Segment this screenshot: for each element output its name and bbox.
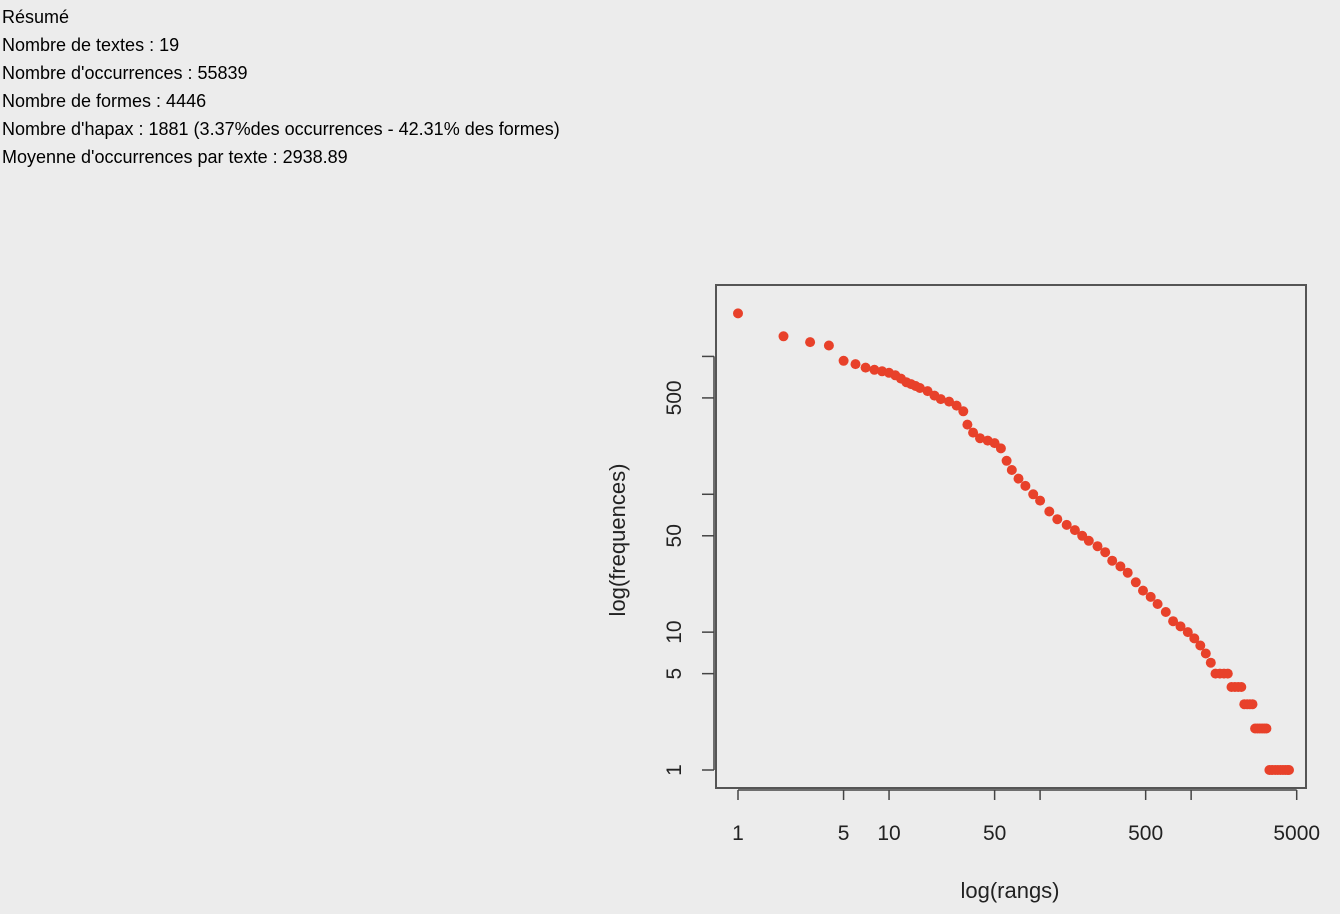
x-tick-label: 1	[732, 822, 744, 845]
data-point	[1247, 699, 1258, 710]
data-point	[1001, 455, 1012, 466]
summary-title: Résumé	[2, 7, 70, 27]
y-tick-label: 10	[663, 620, 686, 643]
data-point	[1205, 657, 1216, 668]
data-point	[1222, 668, 1233, 679]
data-point	[1020, 480, 1031, 491]
data-point	[1168, 616, 1179, 627]
data-point	[958, 406, 969, 417]
data-point	[1138, 585, 1148, 596]
data-point	[1284, 765, 1294, 775]
data-point	[962, 419, 973, 430]
data-point	[1083, 535, 1094, 546]
data-point	[1152, 599, 1163, 609]
data-point	[1130, 577, 1141, 588]
summary-line-moyenne: Moyenne d'occurrences par texte : 2938.8…	[2, 147, 348, 167]
data-point	[1107, 555, 1118, 566]
y-axis: 1 5 10 50 500	[663, 355, 715, 776]
data-point	[1100, 547, 1111, 558]
data-point	[1013, 473, 1024, 484]
data-point	[944, 396, 955, 407]
data-point	[805, 337, 816, 348]
data-points	[733, 308, 1294, 775]
data-point	[860, 362, 871, 373]
data-point	[1145, 591, 1156, 602]
summary-line-texts: Nombre de textes : 19	[2, 35, 180, 55]
x-tick-label: 10	[877, 822, 900, 845]
y-tick-label: 50	[663, 524, 686, 547]
data-point	[1160, 607, 1171, 617]
summary-panel: Résumé Nombre de textes : 19 Nombre d'oc…	[2, 3, 560, 171]
y-axis-label: log(frequences)	[605, 464, 630, 617]
data-point	[778, 331, 789, 342]
summary-line-occurrences: Nombre d'occurrences : 55839	[2, 63, 248, 83]
data-point	[1236, 682, 1247, 692]
x-tick-label: 5000	[1273, 822, 1320, 845]
x-axis-label: log(rangs)	[960, 878, 1059, 903]
data-point	[838, 355, 849, 366]
y-tick-label: 1	[663, 764, 686, 776]
data-point	[1195, 640, 1206, 651]
data-point	[1028, 489, 1039, 500]
summary-line-hapax: Nombre d'hapax : 1881 (3.37%des occurren…	[2, 119, 560, 139]
data-point	[1189, 633, 1200, 644]
x-tick-label: 500	[1128, 822, 1163, 845]
data-point	[1006, 465, 1017, 475]
data-point	[914, 383, 925, 393]
data-point	[1200, 648, 1211, 659]
data-point	[968, 427, 979, 438]
data-point	[1122, 567, 1133, 578]
y-tick-label: 5	[663, 668, 686, 680]
data-point	[733, 308, 743, 319]
data-point	[1061, 519, 1072, 530]
x-tick-label: 50	[983, 822, 1006, 845]
data-point	[1052, 514, 1063, 525]
data-point	[935, 394, 946, 405]
data-point	[1035, 495, 1046, 506]
data-point	[1182, 627, 1193, 638]
data-point	[850, 359, 861, 370]
data-point	[823, 340, 834, 351]
data-point	[1069, 525, 1080, 536]
data-point	[1261, 723, 1272, 734]
data-point	[1092, 541, 1103, 552]
data-point	[1115, 561, 1126, 572]
plot-frame	[715, 284, 1307, 789]
data-point	[869, 364, 880, 375]
data-point	[975, 433, 985, 444]
summary-line-formes: Nombre de formes : 4446	[2, 91, 207, 111]
data-point	[1175, 621, 1186, 632]
data-point	[1044, 506, 1055, 517]
y-tick-label: 500	[663, 380, 686, 415]
x-tick-label: 5	[838, 822, 850, 845]
data-point	[995, 443, 1006, 454]
data-point	[951, 400, 962, 411]
x-axis: 1 5 10 50 500 5000	[732, 789, 1320, 845]
